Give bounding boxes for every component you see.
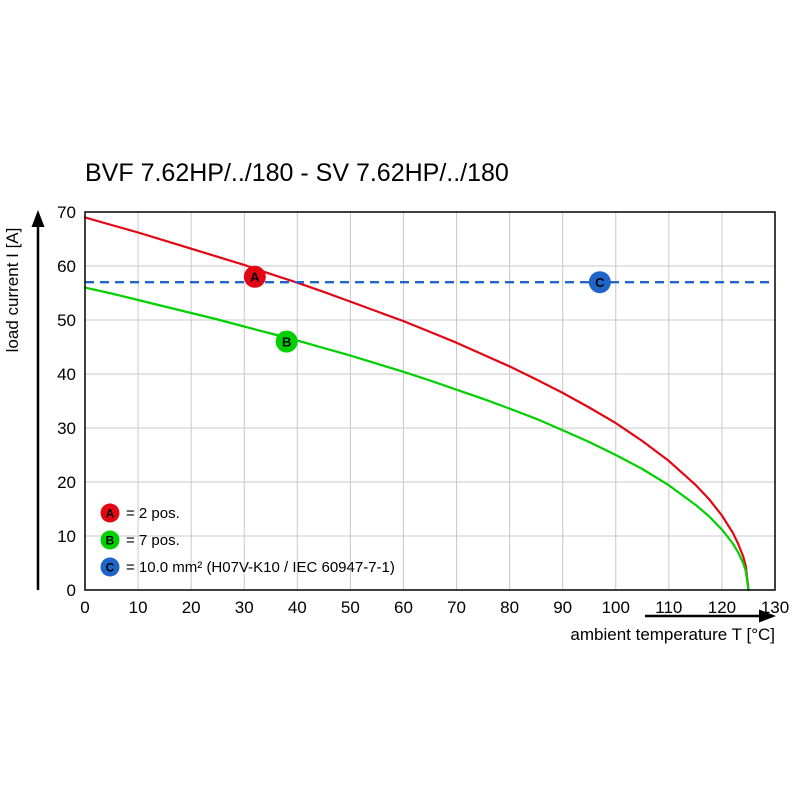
svg-text:B: B bbox=[282, 334, 291, 349]
legend: A = 2 pos. B = 7 pos. C = 10.0 mm² (H07V-K10 … bbox=[100, 503, 395, 577]
svg-text:B: B bbox=[106, 533, 115, 547]
svg-text:60: 60 bbox=[394, 598, 413, 617]
svg-text:70: 70 bbox=[447, 598, 466, 617]
plot-frame bbox=[84, 211, 776, 591]
svg-text:A: A bbox=[250, 269, 260, 284]
y-tick-labels: 0 10 20 30 40 50 60 70 bbox=[57, 203, 76, 600]
chart-title: BVF 7.62HP/../180 - SV 7.62HP/../180 bbox=[85, 159, 509, 187]
curve-marker-A: A bbox=[243, 265, 266, 288]
svg-text:120: 120 bbox=[708, 598, 736, 617]
curve-marker-C: C bbox=[588, 271, 611, 294]
svg-text:60: 60 bbox=[57, 257, 76, 276]
svg-text:50: 50 bbox=[57, 311, 76, 330]
svg-text:110: 110 bbox=[655, 598, 682, 617]
curve-marker-B: B bbox=[275, 330, 298, 353]
svg-text:50: 50 bbox=[341, 598, 360, 617]
svg-text:0: 0 bbox=[67, 581, 76, 600]
svg-text:10: 10 bbox=[129, 598, 148, 617]
svg-text:= 2 pos.: = 2 pos. bbox=[126, 505, 180, 522]
svg-text:= 10.0 mm² (H07V-K10 / IEC 609: = 10.0 mm² (H07V-K10 / IEC 60947-7-1) bbox=[126, 559, 395, 576]
legend-item-A: A = 2 pos. bbox=[100, 503, 180, 523]
svg-text:130: 130 bbox=[761, 598, 789, 617]
svg-text:30: 30 bbox=[235, 598, 254, 617]
svg-text:A: A bbox=[106, 506, 115, 520]
legend-item-C: C = 10.0 mm² (H07V-K10 / IEC 60947-7-1) bbox=[100, 557, 395, 577]
svg-text:= 7 pos.: = 7 pos. bbox=[126, 532, 180, 549]
series-A bbox=[83, 216, 750, 592]
svg-text:C: C bbox=[595, 275, 605, 290]
svg-text:70: 70 bbox=[57, 203, 76, 222]
x-axis-arrow bbox=[645, 609, 776, 623]
svg-text:80: 80 bbox=[500, 598, 519, 617]
legend-item-B: B = 7 pos. bbox=[100, 530, 180, 550]
y-axis-label: load current I [A] bbox=[3, 228, 22, 353]
x-tick-labels: 0 10 20 30 40 50 60 70 80 90 100 110 120 130 bbox=[80, 598, 789, 617]
svg-text:40: 40 bbox=[57, 365, 76, 384]
svg-text:40: 40 bbox=[288, 598, 307, 617]
svg-text:90: 90 bbox=[553, 598, 572, 617]
svg-text:30: 30 bbox=[57, 419, 76, 438]
curve-markers: A B C bbox=[243, 265, 611, 353]
series-B bbox=[83, 286, 750, 592]
series-curves bbox=[83, 216, 775, 592]
svg-text:0: 0 bbox=[80, 598, 89, 617]
x-axis-label: ambient temperature T [°C] bbox=[570, 625, 775, 644]
svg-text:100: 100 bbox=[602, 598, 630, 617]
svg-text:10: 10 bbox=[57, 527, 76, 546]
grid bbox=[85, 212, 775, 590]
y-axis-arrow bbox=[31, 210, 45, 590]
svg-text:20: 20 bbox=[57, 473, 76, 492]
svg-text:20: 20 bbox=[182, 598, 201, 617]
svg-text:C: C bbox=[106, 560, 115, 574]
